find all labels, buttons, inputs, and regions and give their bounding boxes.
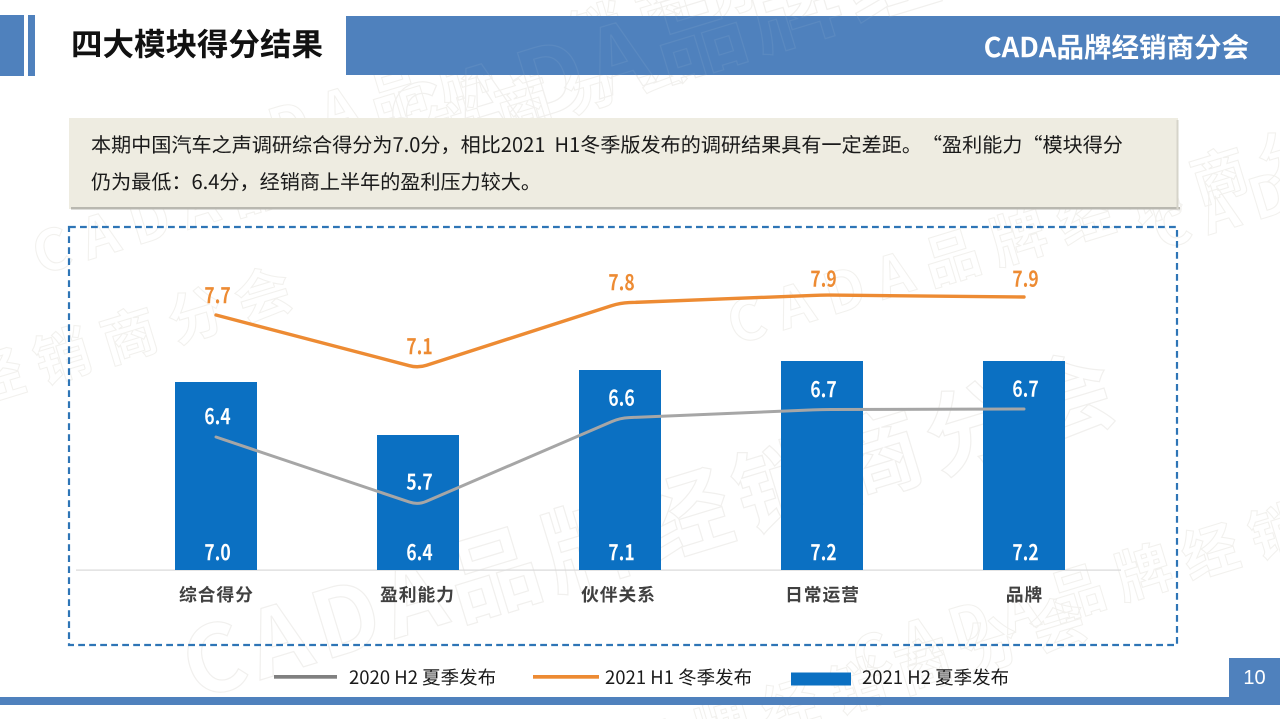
svg-text:10: 10 [1243, 667, 1265, 689]
